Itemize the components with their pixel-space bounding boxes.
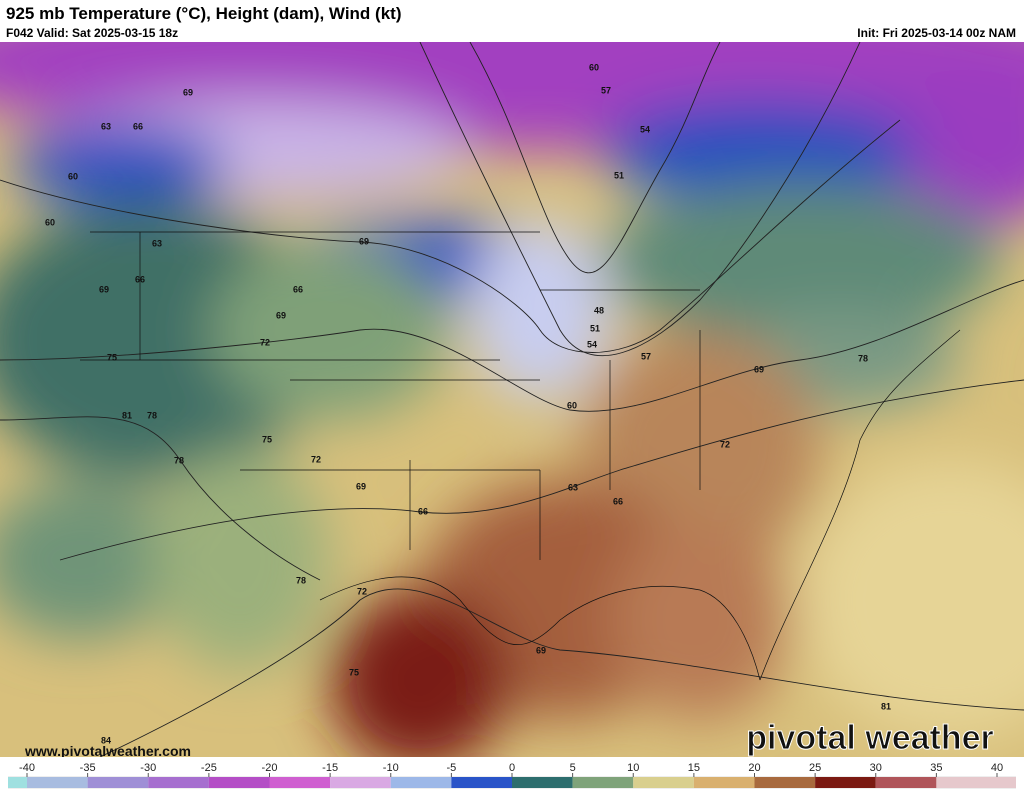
- colorbar-label: 10: [627, 762, 639, 774]
- colorbar-label: -30: [140, 762, 156, 774]
- colorbar-segment: [269, 777, 331, 788]
- colorbar-label: 40: [991, 762, 1003, 774]
- contour-label: 72: [720, 439, 730, 449]
- contour-label: 54: [640, 124, 650, 134]
- contour-label: 81: [122, 410, 132, 420]
- contour-label: 60: [45, 217, 55, 227]
- colorbar-label: 25: [809, 762, 821, 774]
- colorbar-label: 5: [570, 762, 576, 774]
- colorbar-label: -15: [322, 762, 338, 774]
- contour-label: 69: [536, 645, 546, 655]
- contour-label: 75: [349, 667, 359, 677]
- colorbar-segment: [754, 777, 816, 788]
- contour-label: 69: [359, 236, 369, 246]
- colorbar-label: 35: [930, 762, 942, 774]
- colorbar-segment: [148, 777, 209, 788]
- contour-label: 84: [101, 735, 111, 745]
- colorbar-label: -40: [19, 762, 35, 774]
- contour-label: 48: [594, 305, 604, 315]
- contour-label: 78: [174, 455, 184, 465]
- colorbar: -40 -35 -30 -25 -20 -15 -10 -5 0 5 10 15 20 25 30 35 40: [8, 762, 1016, 789]
- contour-label: 69: [356, 481, 366, 491]
- contour-label: 60: [68, 171, 78, 181]
- height-contours: [0, 42, 1024, 757]
- contour-label: 66: [418, 506, 428, 516]
- contour-label: 69: [183, 87, 193, 97]
- contour-label: 66: [613, 496, 623, 506]
- colorbar-segment: [936, 777, 1016, 788]
- colorbar-segment: [815, 777, 876, 788]
- colorbar-segment: [208, 777, 270, 788]
- valid-time: F042 Valid: Sat 2025-03-15 18z: [6, 26, 178, 40]
- contour-label: 75: [107, 352, 117, 362]
- contour-label: 72: [357, 586, 367, 596]
- contour-label: 63: [152, 238, 162, 248]
- colorbar-segment: [875, 777, 937, 788]
- colorbar-segment: [693, 777, 755, 788]
- contour-label: 78: [858, 353, 868, 363]
- contour-label: 75: [262, 434, 272, 444]
- contour-label: 69: [276, 310, 286, 320]
- contour-label: 78: [296, 575, 306, 585]
- colorbar-label: -20: [262, 762, 278, 774]
- init-time: Init: Fri 2025-03-14 00z NAM: [857, 26, 1016, 40]
- contour-label: 54: [587, 339, 597, 349]
- website: www.pivotalweather.com: [24, 743, 191, 759]
- colorbar-label: 0: [509, 762, 515, 774]
- contour-label: 51: [590, 323, 600, 333]
- contour-label: 72: [311, 454, 321, 464]
- contour-label: 60: [567, 400, 577, 410]
- watermark: pivotal weather: [746, 719, 994, 757]
- contour-label: 51: [614, 170, 624, 180]
- colorbar-label: -35: [80, 762, 96, 774]
- colorbar-segment: [633, 777, 694, 788]
- colorbar-segment: [87, 777, 149, 788]
- contour-label: 81: [881, 701, 891, 711]
- colorbar-segment: [512, 777, 573, 788]
- contour-label: 78: [147, 410, 157, 420]
- contour-label: 66: [293, 284, 303, 294]
- colorbar-segment: [451, 777, 512, 788]
- boundaries: [80, 231, 961, 681]
- colorbar-label: -10: [383, 762, 399, 774]
- colorbar-segment: [390, 777, 452, 788]
- map: 69 63 66 60 60 63 66 69 66 69 72 75 81 78 78 75 72 69 66 78…: [0, 42, 1024, 759]
- colorbar-label: 15: [688, 762, 700, 774]
- colorbar-segment: [8, 777, 27, 788]
- contour-label: 69: [99, 284, 109, 294]
- colorbar-label: -5: [446, 762, 456, 774]
- colorbar-segment: [27, 777, 88, 788]
- contour-label: 69: [754, 364, 764, 374]
- contour-label: 60: [589, 62, 599, 72]
- contour-label: 63: [568, 482, 578, 492]
- contour-label: 66: [135, 274, 145, 284]
- colorbar-segment: [572, 777, 634, 788]
- contour-label: 57: [641, 351, 651, 361]
- contour-label: 72: [260, 337, 270, 347]
- colorbar-label: 30: [870, 762, 882, 774]
- title: 925 mb Temperature (°C), Height (dam), W…: [6, 4, 401, 23]
- colorbar-label: -25: [201, 762, 217, 774]
- contour-label: 57: [601, 85, 611, 95]
- contour-label: 63: [101, 121, 111, 131]
- colorbar-segment: [330, 777, 391, 788]
- contour-label: 66: [133, 121, 143, 131]
- colorbar-label: 20: [748, 762, 760, 774]
